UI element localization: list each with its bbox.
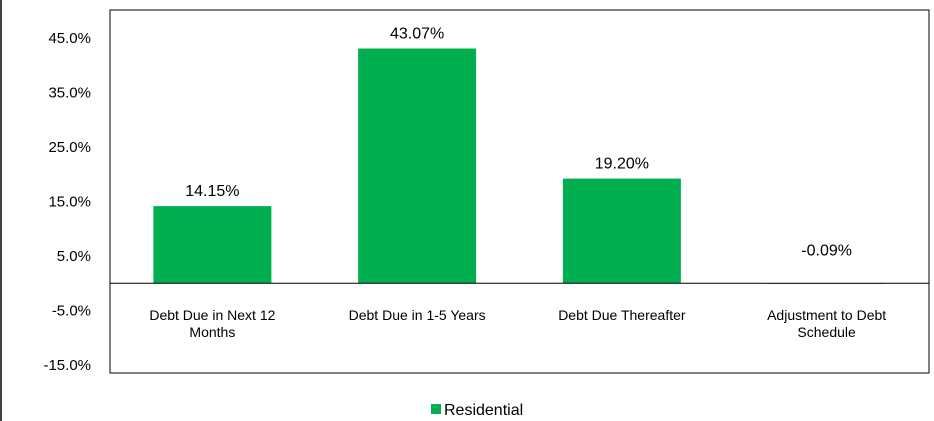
category-label: Schedule [797, 324, 856, 340]
legend: Residential [431, 402, 523, 419]
legend-swatch-residential [431, 404, 441, 414]
category-label: Debt Due in Next 12 [149, 307, 275, 323]
category-label: Months [189, 324, 235, 340]
y-tick-label: 5.0% [57, 248, 91, 265]
y-tick-label: -5.0% [52, 303, 91, 320]
y-tick-label: 15.0% [48, 194, 91, 211]
bars [153, 48, 886, 284]
y-tick-label: 25.0% [48, 139, 91, 156]
y-tick-label: 45.0% [48, 30, 91, 47]
category-label: Debt Due in 1-5 Years [349, 307, 486, 323]
category-label: Adjustment to Debt [767, 307, 886, 323]
data-label: 19.20% [595, 156, 649, 173]
bar-1 [358, 48, 477, 284]
y-axis: 45.0% 35.0% 25.0% 15.0% 5.0% -5.0% -15.0% [43, 30, 91, 374]
data-label: 14.15% [185, 183, 239, 200]
data-label: -0.09% [801, 243, 852, 260]
y-tick-label: -15.0% [43, 357, 91, 374]
data-label: 43.07% [390, 26, 444, 43]
data-labels: 14.15% 43.07% 19.20% -0.09% [185, 26, 852, 260]
bar-0 [153, 206, 272, 284]
legend-label-residential: Residential [444, 402, 523, 419]
category-label: Debt Due Thereafter [558, 307, 686, 323]
y-tick-label: 35.0% [48, 85, 91, 102]
plot-area [109, 9, 930, 374]
bar-2 [562, 178, 681, 284]
